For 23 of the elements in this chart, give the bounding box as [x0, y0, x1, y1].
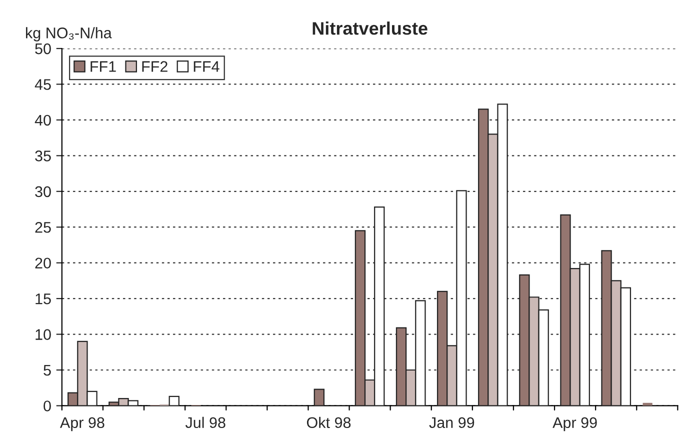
- y-tick-label: 20: [35, 258, 51, 269]
- x-tick-label: Okt 98: [306, 416, 351, 428]
- x-tick-label: Jul 98: [185, 416, 226, 428]
- y-tick-label: 25: [35, 222, 51, 233]
- y-tick-label: 15: [36, 294, 51, 304]
- y-tick-label: 5: [44, 365, 51, 376]
- legend-label: FF1: [90, 61, 116, 72]
- y-tick-label: 35: [35, 150, 51, 162]
- y-tick-label: 50: [35, 43, 51, 54]
- y-tick-label: 40: [34, 114, 51, 126]
- x-tick-label: Apr 98: [60, 417, 104, 432]
- y-tick-label: 0: [44, 400, 51, 412]
- y-tick-label: 30: [35, 186, 51, 198]
- legend-label: FF2: [142, 61, 168, 72]
- chart-title: Nitratverluste: [312, 22, 428, 35]
- y-tick-label: 10: [36, 329, 51, 340]
- bar: [168, 396, 180, 406]
- x-tick-label: Jan 99: [429, 417, 474, 428]
- x-tick-label: Apr 99: [552, 417, 597, 432]
- legend-label: FF4: [194, 61, 220, 72]
- y-axis-title: kg NO₃-N/ha: [26, 27, 112, 42]
- bar: [314, 388, 325, 406]
- y-tick-label: 45: [34, 79, 51, 90]
